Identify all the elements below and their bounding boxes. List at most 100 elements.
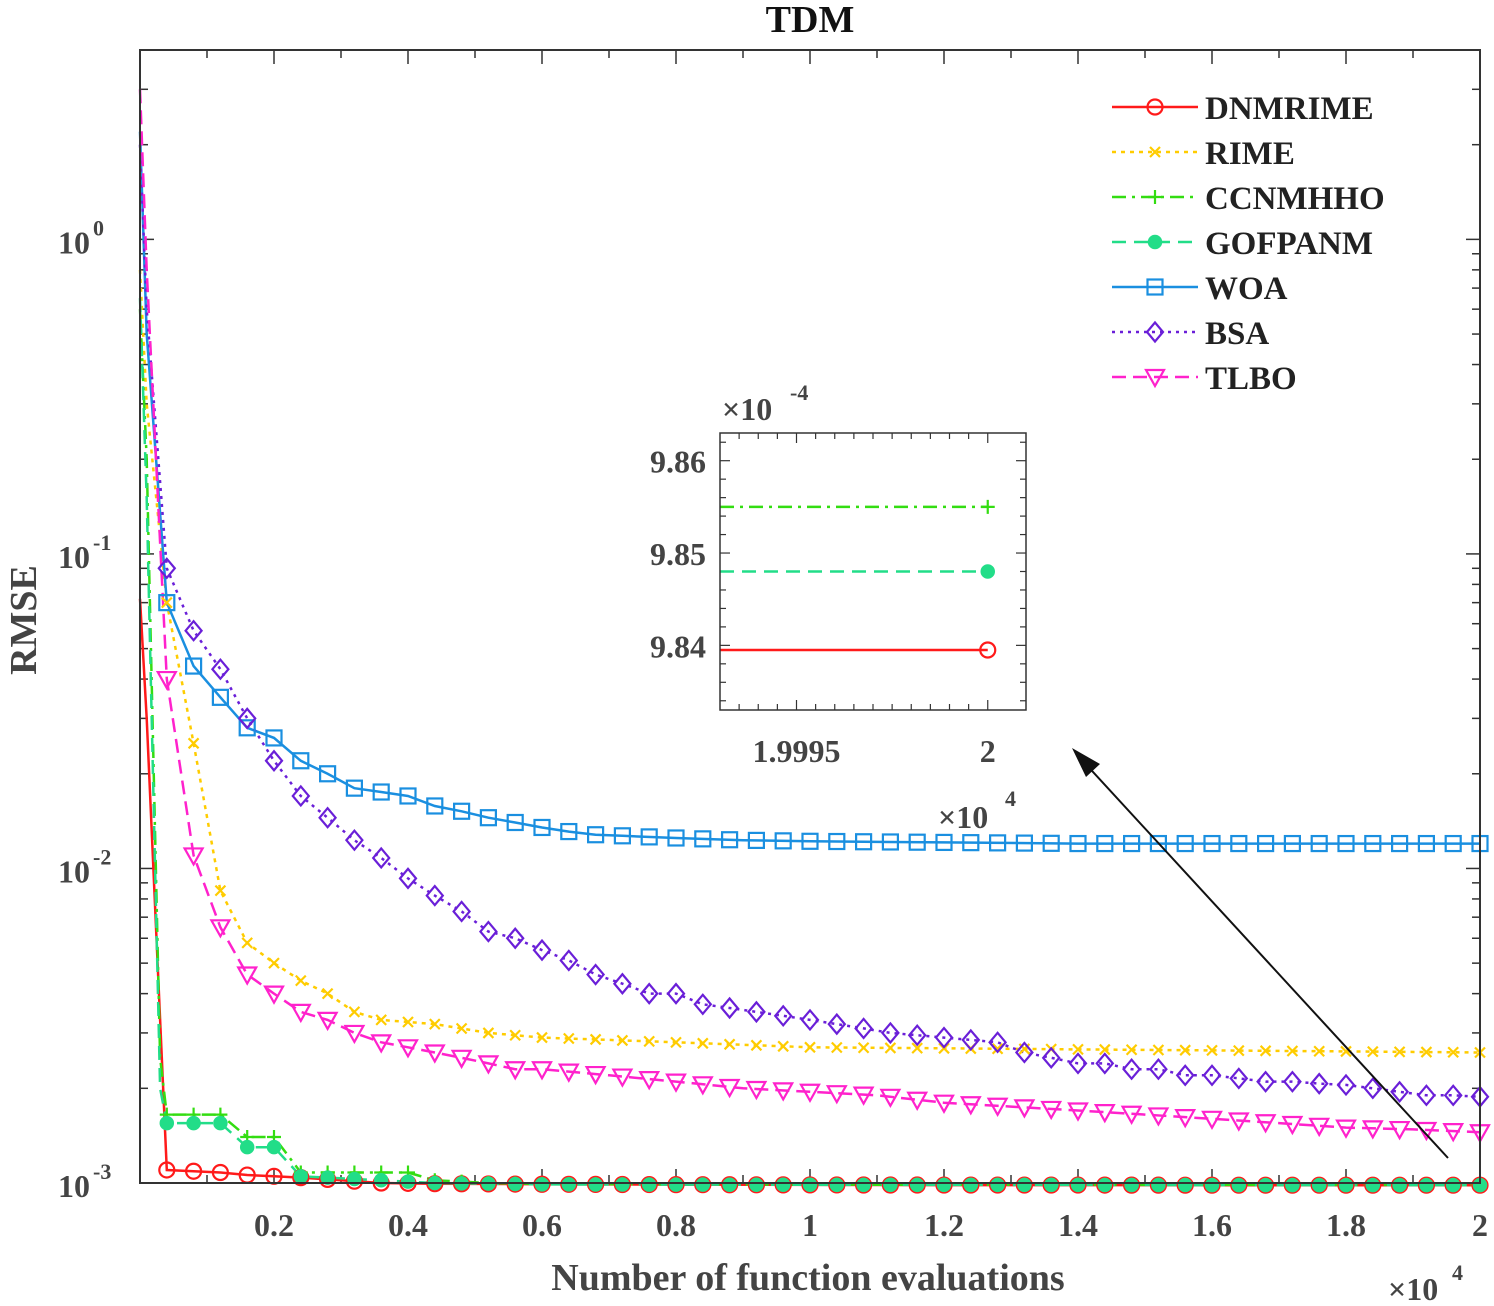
data-point-gofpanm (1177, 1177, 1193, 1193)
data-point-bsa (988, 1031, 1008, 1054)
data-point-bsa (157, 557, 177, 580)
data-point-bsa (1229, 1067, 1249, 1090)
data-point-bsa (854, 1017, 874, 1040)
zoom-arrow-head (1072, 748, 1100, 777)
inset-point-ccnmhho (980, 499, 995, 514)
data-point-woa (185, 657, 203, 675)
x-axis-multiplier: ×10 4 (1388, 1260, 1463, 1306)
data-point-gofpanm (1070, 1177, 1086, 1193)
data-point-bsa (1122, 1058, 1142, 1081)
data-point-bsa (934, 1026, 954, 1049)
legend-marker (1146, 278, 1164, 296)
data-point-rime (1099, 1043, 1111, 1056)
data-point-dnmrime (828, 1176, 846, 1194)
inset-y-tick-label: 9.84 (650, 628, 706, 664)
data-point-bsa (532, 938, 552, 962)
data-point-tlbo (182, 847, 205, 867)
data-point-gofpanm (883, 1177, 898, 1193)
data-point-woa (479, 809, 497, 827)
data-point-tlbo (423, 1044, 446, 1064)
x-tick-label: 1.6 (1192, 1207, 1232, 1243)
data-point-bsa (1068, 1052, 1088, 1075)
data-point-dnmrime (586, 1175, 605, 1194)
data-point-woa (1042, 834, 1060, 852)
x-tick-label: 1 (802, 1207, 818, 1243)
data-point-dnmrime (854, 1176, 873, 1194)
axis-ticks (140, 49, 1480, 1184)
data-point-tlbo (1067, 1102, 1089, 1122)
data-point-rime (187, 737, 200, 750)
data-point-rime (670, 1036, 682, 1049)
data-point-woa (1283, 834, 1302, 853)
data-point-tlbo (1093, 1104, 1116, 1124)
data-point-tlbo (370, 1034, 393, 1054)
data-point-rime (857, 1041, 870, 1054)
series-line-bsa (138, 144, 1481, 1099)
x-axis-label: Number of function evaluations (551, 1257, 1064, 1299)
data-point-bsa (827, 1012, 847, 1036)
data-point-dnmrime (158, 1161, 176, 1179)
data-point-bsa (880, 1021, 900, 1045)
x-tick-label: 1.4 (1058, 1207, 1098, 1243)
data-point-dnmrime (667, 1176, 685, 1194)
data-point-gofpanm (1365, 1177, 1381, 1193)
data-point-woa (506, 813, 524, 832)
data-point-bsa (1095, 1052, 1115, 1075)
inset-x-tick-label: 1.9995 (753, 733, 841, 769)
data-point-bsa (264, 749, 284, 772)
data-point-woa (453, 802, 471, 820)
data-point-gofpanm (775, 1177, 791, 1193)
legend-label: RIME (1205, 136, 1295, 172)
data-point-tlbo (263, 985, 285, 1005)
series-line-tlbo (138, 89, 1481, 1134)
series-line-gofpanm (138, 298, 1480, 1187)
legend-marker (1148, 190, 1162, 204)
data-point-tlbo (986, 1097, 1009, 1118)
data-point-tlbo (1040, 1100, 1063, 1121)
data-point-gofpanm (266, 1139, 282, 1155)
data-point-woa (345, 779, 363, 797)
data-point-bsa (344, 828, 364, 852)
legend-marker (1146, 98, 1164, 116)
data-point-tlbo (906, 1091, 929, 1111)
data-point-bsa (1175, 1064, 1195, 1087)
data-point-rime (1072, 1043, 1084, 1056)
data-point-rime (804, 1041, 816, 1054)
data-point-woa (586, 826, 605, 844)
data-point-bsa (210, 657, 230, 681)
data-point-gofpanm (1097, 1177, 1113, 1193)
data-point-tlbo (477, 1055, 500, 1075)
inset-x-multiplier-base: ×10 (938, 799, 988, 835)
data-point-rime (1286, 1045, 1299, 1057)
y-tick-base: 10 (58, 853, 90, 889)
data-point-bsa (505, 927, 525, 950)
data-point-rime (402, 1016, 414, 1028)
data-point-woa (1176, 834, 1194, 853)
data-point-bsa (291, 784, 311, 808)
x-tick-label: 0.4 (388, 1207, 428, 1243)
data-point-dnmrime (720, 1176, 739, 1194)
data-point-tlbo (450, 1049, 473, 1070)
data-point-rime (697, 1037, 709, 1050)
data-point-rime (616, 1034, 629, 1047)
data-point-woa (1337, 834, 1355, 853)
data-point-gofpanm (641, 1177, 657, 1192)
data-point-dnmrime (1203, 1176, 1221, 1194)
data-point-woa (533, 818, 551, 837)
x-multiplier-exp: 4 (1452, 1260, 1463, 1285)
data-point-tlbo (1147, 1107, 1170, 1127)
data-point-tlbo (289, 1003, 312, 1024)
data-point-gofpanm (1419, 1177, 1434, 1193)
data-point-tlbo (1227, 1112, 1250, 1132)
inset-y-tick-label: 9.85 (650, 536, 706, 572)
data-point-woa (1015, 834, 1034, 852)
data-point-dnmrime (962, 1176, 980, 1194)
data-point-woa (1230, 834, 1248, 853)
data-point-gofpanm (400, 1174, 416, 1189)
data-point-woa (1096, 834, 1114, 853)
data-point-bsa (773, 1004, 793, 1028)
data-point-rime (1367, 1045, 1379, 1058)
data-point-rime (1206, 1044, 1218, 1057)
data-point-bsa (612, 972, 632, 995)
data-point-dnmrime (1015, 1176, 1034, 1194)
